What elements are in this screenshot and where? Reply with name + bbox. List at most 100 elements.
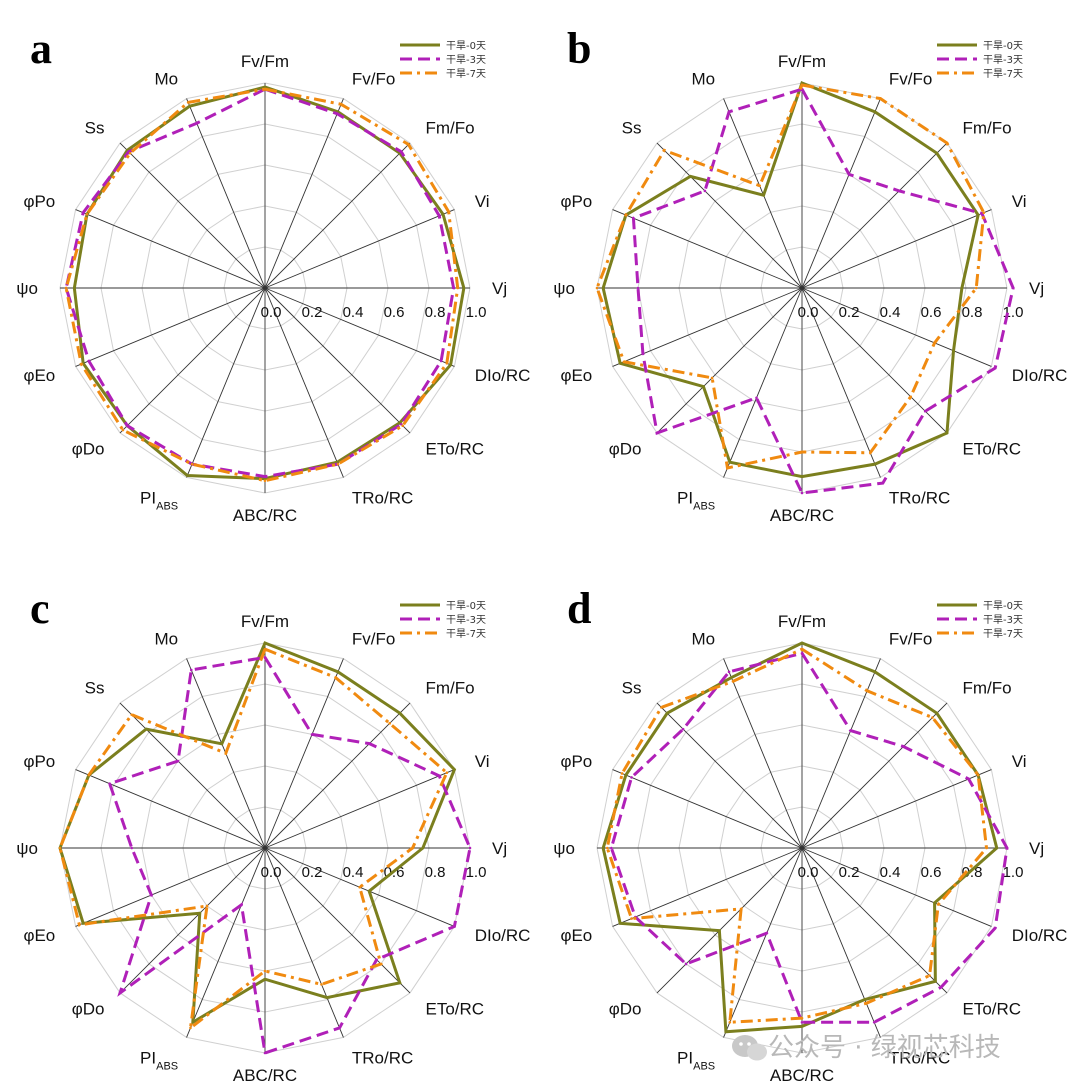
axis-label: ETo/RC (963, 1000, 1022, 1019)
axis-spoke (801, 98, 881, 289)
axis-spoke (119, 847, 266, 994)
panel-letter: d (567, 584, 591, 633)
data-point (939, 985, 943, 989)
data-point (800, 647, 804, 651)
data-point (618, 362, 622, 365)
legend-label: 干旱-3天 (983, 614, 1023, 626)
data-point (909, 395, 913, 399)
data-point (727, 670, 731, 674)
data-point (967, 777, 970, 781)
data-point (595, 286, 599, 290)
radial-tick-label: 0.4 (343, 304, 364, 321)
data-point (263, 475, 267, 478)
axis-spoke (75, 769, 266, 849)
data-point (176, 759, 180, 763)
data-point (447, 210, 451, 214)
data-point (934, 980, 937, 983)
axis-label: Fm/Fo (426, 118, 475, 137)
data-point (445, 362, 449, 365)
series-line (609, 651, 1009, 1024)
data-point (636, 286, 640, 290)
axis-label: Fv/Fo (352, 629, 395, 648)
radial-tick-label: 0.6 (384, 304, 405, 321)
data-point (728, 1020, 732, 1024)
data-point (79, 362, 83, 366)
data-point (462, 286, 466, 290)
data-point (684, 962, 688, 966)
series-0 (601, 81, 980, 479)
data-point (453, 768, 456, 771)
data-point (755, 396, 758, 400)
axis-label: ψo (16, 279, 38, 298)
axis-label: Fv/Fm (778, 612, 826, 631)
panel-letter: c (30, 584, 50, 633)
data-point (902, 745, 905, 748)
data-point (724, 1030, 728, 1034)
watermark: 公众号 · 绿视芯科技 (732, 1033, 1001, 1063)
axis-label: Mo (155, 69, 179, 88)
data-point (449, 363, 452, 367)
axis-spoke (75, 847, 266, 927)
data-point (263, 969, 267, 973)
data-point (710, 376, 714, 380)
data-point (800, 651, 804, 655)
axis-spoke (656, 847, 803, 994)
axis-spoke (264, 287, 344, 478)
data-point (186, 474, 189, 477)
data-point (375, 958, 378, 961)
data-point (618, 922, 622, 925)
series-1 (609, 651, 1009, 1024)
data-point (125, 424, 129, 428)
axis-spoke (75, 287, 266, 367)
legend-label: 干旱-0天 (446, 40, 486, 52)
axis-label: ABC/RC (233, 506, 297, 525)
radial-tick-label: 0.8 (425, 304, 446, 321)
axis-label: TRo/RC (352, 489, 413, 508)
axis-label: ABC/RC (233, 1066, 297, 1085)
data-point (800, 491, 804, 495)
data-point (630, 917, 633, 920)
data-point (220, 742, 224, 746)
axis-label: Fm/Fo (963, 118, 1012, 137)
axis-spoke (656, 142, 803, 289)
data-point (718, 929, 721, 932)
data-point (703, 189, 707, 193)
watermark-text: 公众号 · 绿视芯科技 (768, 1033, 1001, 1063)
axis-spoke (612, 209, 803, 289)
data-point (952, 349, 955, 353)
data-point (881, 481, 885, 485)
data-point (630, 776, 633, 779)
data-point (335, 112, 339, 116)
axis-spoke (801, 287, 881, 478)
data-point (64, 286, 68, 290)
data-point (439, 359, 443, 363)
data-point (931, 716, 934, 719)
axis-label: ψo (553, 839, 575, 858)
data-point (263, 1051, 267, 1055)
data-point (186, 101, 190, 104)
radial-tick-label: 1.0 (466, 304, 487, 321)
axis-label: ETo/RC (426, 1000, 485, 1019)
legend-label: 干旱-3天 (446, 614, 486, 626)
radar-panel-c: 0.0 0.2 0.4 0.6 0.8 1.0Fv/FmFv/FoFm/FoViVjDIo… (16, 584, 530, 1085)
axis-spoke (264, 702, 411, 849)
data-point (923, 409, 927, 413)
data-point (847, 173, 851, 176)
data-point (863, 998, 867, 1001)
data-point (188, 104, 191, 108)
axis-spoke (186, 98, 266, 289)
radial-tick-label: 0.8 (425, 864, 446, 881)
series-1 (631, 87, 1015, 495)
data-point (189, 668, 193, 672)
data-point (263, 647, 267, 651)
data-point (118, 991, 122, 995)
data-point (81, 211, 85, 214)
data-point (800, 641, 804, 645)
axis-label: φEo (560, 366, 592, 385)
data-point (445, 771, 449, 774)
axis-label: Fv/Fo (352, 69, 395, 88)
data-point (689, 175, 692, 178)
